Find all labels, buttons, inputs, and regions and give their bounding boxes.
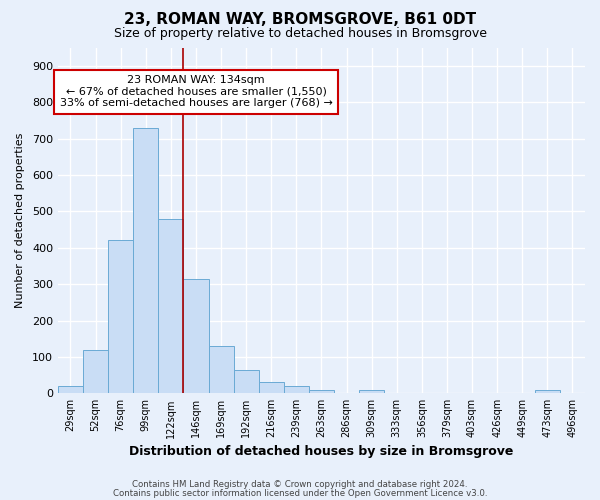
Bar xyxy=(309,390,334,394)
Bar xyxy=(209,346,233,394)
Bar xyxy=(259,382,284,394)
Bar xyxy=(284,386,309,394)
Y-axis label: Number of detached properties: Number of detached properties xyxy=(15,132,25,308)
Bar xyxy=(184,278,209,394)
Bar xyxy=(359,390,384,394)
Text: 23, ROMAN WAY, BROMSGROVE, B61 0DT: 23, ROMAN WAY, BROMSGROVE, B61 0DT xyxy=(124,12,476,28)
Bar xyxy=(58,386,83,394)
Text: Contains public sector information licensed under the Open Government Licence v3: Contains public sector information licen… xyxy=(113,488,487,498)
Bar xyxy=(108,240,133,394)
Text: Contains HM Land Registry data © Crown copyright and database right 2024.: Contains HM Land Registry data © Crown c… xyxy=(132,480,468,489)
X-axis label: Distribution of detached houses by size in Bromsgrove: Distribution of detached houses by size … xyxy=(129,444,514,458)
Bar xyxy=(233,370,259,394)
Text: 23 ROMAN WAY: 134sqm
← 67% of detached houses are smaller (1,550)
33% of semi-de: 23 ROMAN WAY: 134sqm ← 67% of detached h… xyxy=(59,75,332,108)
Bar xyxy=(158,218,184,394)
Text: Size of property relative to detached houses in Bromsgrove: Size of property relative to detached ho… xyxy=(113,28,487,40)
Bar xyxy=(83,350,108,394)
Bar xyxy=(133,128,158,394)
Bar xyxy=(535,390,560,394)
